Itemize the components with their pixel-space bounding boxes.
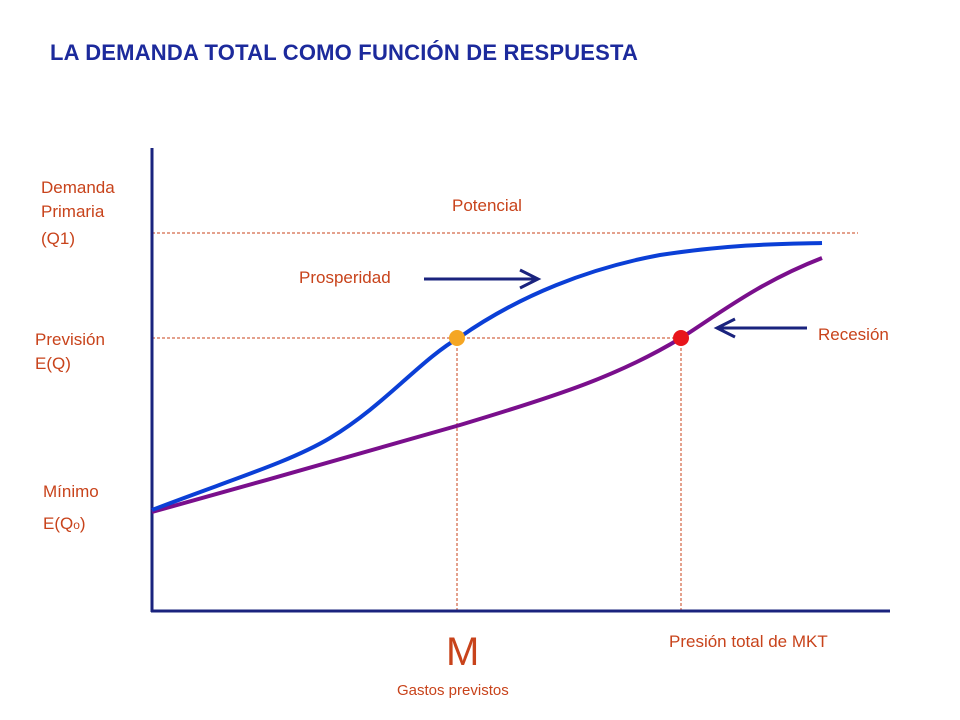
prevision-line1: Previsión	[35, 330, 105, 349]
recession-arrow	[713, 317, 807, 339]
prevision-line2: E(Q)	[35, 354, 71, 373]
minimo-subscript: o	[73, 518, 80, 532]
y-label-minimo: Mínimo E(Qo)	[43, 480, 99, 537]
minimo-eq: E(Q	[43, 514, 74, 533]
demanda-line1: Demanda	[41, 178, 115, 197]
y-label-prevision: Previsión E(Q)	[35, 328, 105, 376]
prosperidad-label: Prosperidad	[299, 268, 391, 287]
y-label-demanda-primaria: Demanda Primaria (Q1)	[41, 176, 115, 251]
minimo-line2: E(Qo)	[43, 512, 99, 537]
page-title: LA DEMANDA TOTAL COMO FUNCIÓN DE RESPUES…	[50, 40, 639, 65]
prosperity-curve	[151, 241, 823, 512]
gastos-previstos-label: Gastos previstos	[397, 682, 509, 699]
recession-point	[673, 330, 689, 346]
x-axis-label: Presión total de MKT	[669, 632, 828, 651]
prosperity-point	[449, 330, 465, 346]
minimo-line1: Mínimo	[43, 482, 99, 501]
demanda-line3: (Q1)	[41, 229, 75, 248]
recession-curve	[151, 256, 823, 514]
m-label: M	[446, 630, 480, 674]
potencial-label: Potencial	[452, 196, 522, 215]
prosperity-arrow	[424, 268, 542, 290]
demanda-line2: Primaria	[41, 202, 105, 221]
minimo-close: )	[79, 514, 86, 533]
recesion-label: Recesión	[818, 325, 889, 344]
